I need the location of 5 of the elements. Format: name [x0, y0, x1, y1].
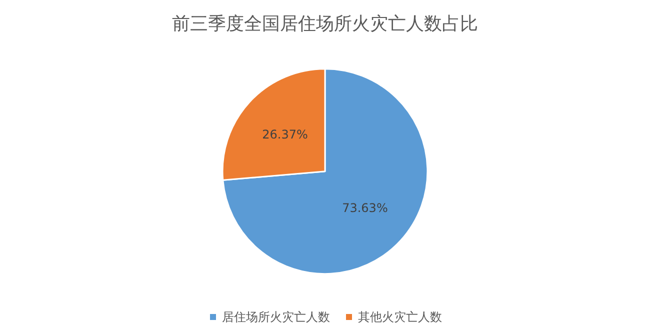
data-label: 26.37% — [262, 128, 308, 142]
chart-title: 前三季度全国居住场所火灾亡人数占比 — [172, 14, 478, 34]
legend-label: 居住场所火灾亡人数 — [222, 310, 330, 324]
legend-label: 其他火灾亡人数 — [358, 310, 442, 324]
data-label: 73.63% — [342, 201, 388, 216]
